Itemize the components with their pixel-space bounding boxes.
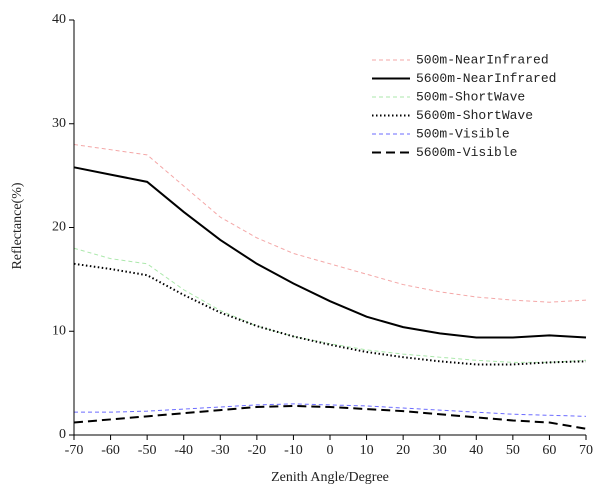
series-line xyxy=(73,262,587,366)
y-tick-label: 40 xyxy=(52,12,66,27)
series-line xyxy=(73,144,587,303)
x-tick-label: -20 xyxy=(248,443,267,458)
legend-label: 500m-ShortWave xyxy=(416,89,525,104)
x-tick-label: 50 xyxy=(506,443,520,458)
legend-label: 5600m-Visible xyxy=(416,145,517,160)
x-tick-label: 10 xyxy=(360,443,374,458)
x-tick-label: 0 xyxy=(327,443,334,458)
x-tick-label: -50 xyxy=(138,443,157,458)
legend-label: 5600m-NearInfrared xyxy=(416,71,556,86)
series-line xyxy=(73,404,587,430)
x-tick-label: -70 xyxy=(65,443,84,458)
x-tick-label: -10 xyxy=(284,443,303,458)
series-line xyxy=(73,247,587,363)
y-tick-label: 20 xyxy=(52,220,66,235)
series-line xyxy=(74,403,587,417)
series-line xyxy=(73,166,587,339)
x-tick-label: 70 xyxy=(579,443,593,458)
y-tick-label: 0 xyxy=(59,427,66,442)
x-tick-label: 40 xyxy=(469,443,483,458)
x-axis-label: Zenith Angle/Degree xyxy=(271,470,389,485)
legend-label: 500m-NearInfrared xyxy=(416,52,549,67)
x-tick-label: -60 xyxy=(101,443,120,458)
y-tick-label: 30 xyxy=(52,116,66,131)
x-tick-label: -40 xyxy=(174,443,193,458)
legend-label: 500m-Visible xyxy=(416,126,510,141)
x-tick-label: -30 xyxy=(211,443,230,458)
x-tick-label: 60 xyxy=(542,443,556,458)
legend-label: 5600m-ShortWave xyxy=(416,108,533,123)
y-axis-label: Reflectance(%) xyxy=(10,182,25,269)
x-tick-label: 30 xyxy=(433,443,447,458)
y-tick-label: 10 xyxy=(52,323,66,338)
x-tick-label: 20 xyxy=(396,443,410,458)
